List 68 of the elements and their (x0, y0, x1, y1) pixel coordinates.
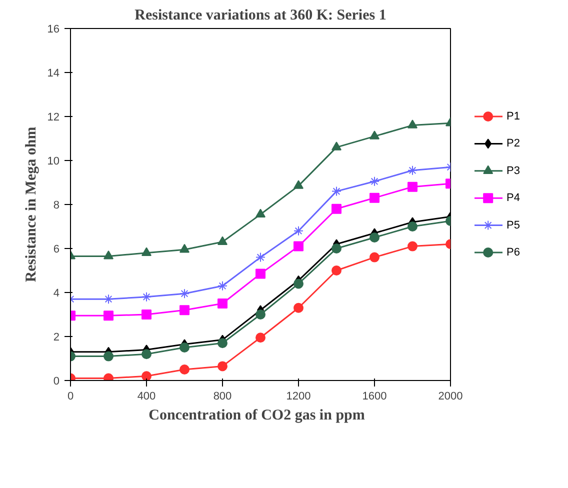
point (256, 208, 266, 218)
point (370, 232, 380, 242)
x-tick-label: 1200 (286, 390, 311, 402)
point (332, 244, 342, 254)
y-tick-label: 8 (53, 200, 60, 212)
legend-label: P4 (506, 192, 520, 204)
point (294, 302, 304, 313)
point (256, 332, 266, 343)
point (180, 288, 190, 299)
point (294, 226, 304, 236)
point (218, 361, 228, 372)
point (180, 342, 190, 352)
y-tick-label: 6 (53, 244, 60, 256)
point (104, 250, 114, 260)
point (218, 298, 228, 308)
point (180, 305, 190, 316)
point (332, 204, 342, 214)
point (332, 266, 342, 276)
point (142, 349, 152, 360)
legend-label: P6 (506, 246, 520, 258)
point (104, 294, 114, 304)
x-tick-label: 800 (213, 390, 232, 402)
point (408, 182, 418, 192)
point (408, 120, 418, 128)
point (180, 364, 190, 374)
point (294, 241, 304, 252)
legend-label: P2 (506, 138, 520, 150)
point (218, 236, 228, 245)
x-tick-label: 400 (137, 390, 156, 402)
legend-label: P3 (506, 164, 520, 177)
y-tick-label: 4 (53, 288, 60, 300)
point (104, 351, 114, 362)
y-tick-label: 0 (53, 376, 60, 388)
legend-label: P5 (506, 219, 520, 232)
y-tick-label: 2 (53, 332, 60, 344)
point (142, 247, 152, 256)
point (180, 244, 190, 253)
chart-title: Resistance variations at 360 K: Series 1 (134, 8, 386, 24)
y-axis-title: Resistance in Mega ohm (23, 126, 40, 282)
point (218, 280, 228, 291)
point (408, 222, 418, 232)
point (142, 310, 152, 320)
x-tick-label: 0 (67, 390, 74, 402)
point (370, 192, 380, 203)
point (142, 371, 152, 380)
y-tick-label: 16 (47, 24, 60, 36)
y-tick-label: 10 (47, 156, 60, 168)
point (294, 278, 304, 289)
point (408, 165, 418, 176)
point (408, 241, 418, 252)
y-tick-label: 12 (47, 112, 60, 124)
point (218, 338, 228, 348)
point (104, 310, 114, 321)
point (332, 142, 342, 150)
x-tick-label: 2000 (438, 390, 463, 402)
legend-label: P1 (506, 110, 520, 122)
point (370, 130, 380, 140)
point (332, 186, 342, 196)
point (294, 180, 304, 189)
x-tick-label: 1600 (362, 390, 387, 402)
point (142, 292, 152, 302)
point (256, 268, 266, 279)
x-axis-title: Concentration of CO2 gas in ppm (148, 408, 366, 424)
point (370, 252, 380, 262)
y-tick-label: 14 (47, 68, 60, 80)
point (256, 310, 266, 320)
point (256, 252, 266, 262)
point (370, 176, 380, 186)
